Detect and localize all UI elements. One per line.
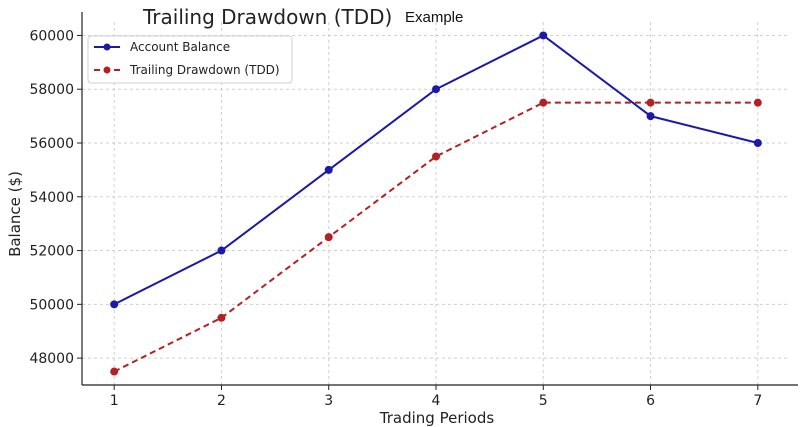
y-tick-label: 50000 (29, 297, 74, 313)
y-tick-label: 48000 (29, 351, 74, 367)
grid (82, 22, 790, 385)
tick-labels: 1 2 3 4 5 6 7 48000 50000 52000 54000 56000 58000 600… (29, 28, 762, 409)
legend: Account Balance Trailing Drawdown (TDD) (87, 35, 293, 84)
x-tick-label: 2 (217, 393, 226, 409)
series-layer (110, 31, 762, 376)
x-tick-label: 5 (539, 393, 548, 409)
x-tick-label: 4 (432, 393, 441, 409)
legend-label-account-balance: Account Balance (130, 40, 230, 54)
data-point (217, 313, 226, 322)
data-point (539, 98, 548, 107)
y-tick-label: 56000 (29, 136, 74, 152)
chart-title-main: Trailing Drawdown (TDD) (143, 5, 393, 29)
data-point (217, 246, 226, 255)
data-point (110, 367, 119, 376)
legend-label-tdd: Trailing Drawdown (TDD) (129, 63, 280, 77)
legend-marker-account-balance (103, 43, 111, 51)
x-tick-label: 1 (110, 393, 119, 409)
x-tick-label: 7 (753, 393, 762, 409)
data-point (110, 300, 119, 309)
legend-box (87, 35, 293, 84)
data-point (646, 112, 655, 121)
y-tick-label: 58000 (29, 82, 74, 98)
data-point (753, 98, 762, 107)
axes (77, 12, 798, 390)
y-axis-label: Balance ($) (6, 171, 24, 257)
y-tick-label: 54000 (29, 190, 74, 206)
data-point (646, 98, 655, 107)
legend-marker-tdd (103, 66, 111, 74)
x-tick-label: 6 (646, 393, 655, 409)
chart-title-suffix: Example (405, 9, 464, 26)
data-point (432, 152, 440, 161)
data-point (753, 139, 762, 147)
x-tick-label: 3 (324, 393, 333, 409)
data-point (539, 31, 548, 40)
y-tick-label: 52000 (29, 244, 74, 260)
y-tick-label: 60000 (29, 28, 74, 44)
data-point (324, 165, 333, 174)
data-point (432, 85, 440, 94)
x-axis-label: Trading Periods (379, 409, 495, 427)
data-point (324, 233, 333, 242)
